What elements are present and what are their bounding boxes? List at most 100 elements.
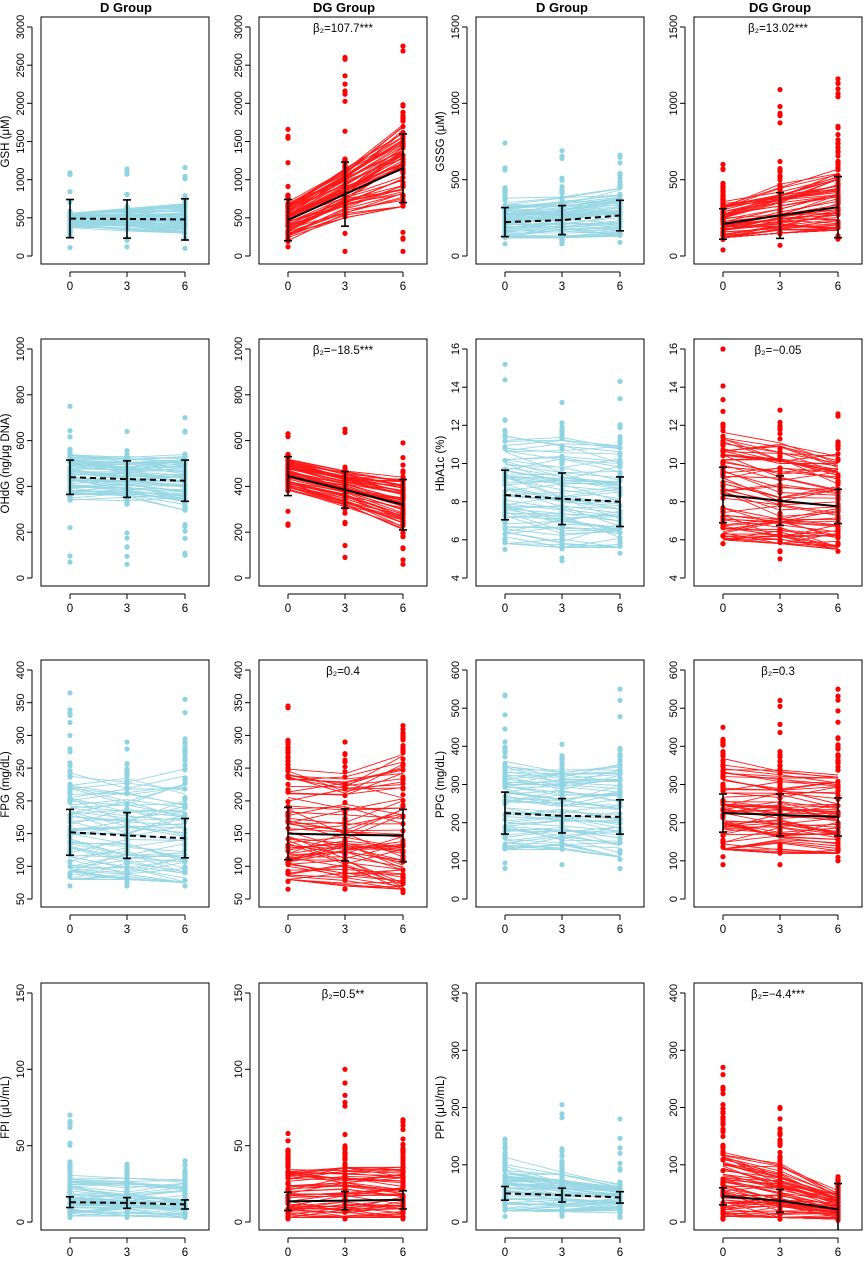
data-point (67, 434, 72, 439)
data-point-min (342, 555, 347, 560)
data-point (720, 186, 725, 191)
data-point (400, 785, 405, 790)
data-point (617, 714, 622, 719)
data-point (777, 527, 782, 532)
data-point (124, 545, 129, 550)
data-point-max (182, 1158, 187, 1163)
data-point (720, 1149, 725, 1154)
data-point (400, 792, 405, 797)
data-point (285, 754, 290, 759)
x-tick-label: 6 (182, 603, 188, 615)
data-point-max (777, 408, 782, 413)
data-point (182, 878, 187, 883)
data-point (342, 800, 347, 805)
data-point-min (285, 244, 290, 249)
y-tick-label: 3000 (15, 15, 27, 39)
data-point (342, 129, 347, 134)
data-point-min (182, 1215, 187, 1220)
data-point-min (559, 241, 564, 246)
data-point (617, 1151, 622, 1156)
data-point (124, 806, 129, 811)
x-tick-label: 0 (67, 1247, 73, 1259)
data-point (720, 1087, 725, 1092)
y-tick-label: 100 (15, 1060, 27, 1078)
panel-content (501, 140, 624, 246)
data-point-min (285, 523, 290, 528)
y-tick-label: 8 (668, 499, 680, 505)
y-tick-label: 200 (233, 523, 245, 541)
panel-content (284, 1067, 407, 1222)
data-point (502, 192, 507, 197)
data-point (777, 764, 782, 769)
x-tick-label: 0 (67, 603, 73, 615)
beta-annotation: β₂=107.7*** (313, 23, 374, 35)
data-point (342, 877, 347, 882)
data-point-min (285, 887, 290, 892)
y-tick-label: 2000 (233, 91, 245, 115)
y-tick-label: 0 (15, 253, 27, 259)
data-point-max (617, 379, 622, 384)
data-point (342, 82, 347, 87)
data-point-min (835, 858, 840, 863)
data-point (835, 535, 840, 540)
data-point (559, 190, 564, 195)
data-point (400, 1149, 405, 1154)
data-point (720, 770, 725, 775)
data-point (67, 498, 72, 503)
data-point (67, 760, 72, 765)
data-point (124, 530, 129, 535)
data-point (559, 841, 564, 846)
data-point (400, 1158, 405, 1163)
data-point (285, 782, 290, 787)
y-tick-label: 400 (450, 984, 462, 1002)
data-point (559, 533, 564, 538)
data-point (400, 230, 405, 235)
y-tick-label: 200 (450, 814, 462, 832)
data-point (720, 775, 725, 780)
y-tick-label: 1000 (15, 337, 27, 361)
data-point (342, 1181, 347, 1186)
y-tick-label: 800 (15, 386, 27, 404)
data-point (502, 446, 507, 451)
x-tick-label: 0 (720, 924, 726, 936)
data-point (67, 189, 72, 194)
data-point (67, 428, 72, 433)
beta-annotation: β₂=−4.4*** (751, 989, 805, 1001)
data-point (720, 442, 725, 447)
data-point (67, 746, 72, 751)
y-tick-label: 14 (450, 381, 462, 393)
data-point-max (720, 346, 725, 351)
data-point (835, 524, 840, 529)
data-point (342, 543, 347, 548)
y-tick-label: 300 (668, 775, 680, 793)
data-point (124, 801, 129, 806)
data-point (342, 157, 347, 162)
data-point (835, 742, 840, 747)
y-tick-label: 100 (450, 1156, 462, 1174)
data-point (617, 762, 622, 767)
data-point-max (67, 1113, 72, 1118)
data-point (559, 467, 564, 472)
y-tick-label: 10 (668, 457, 680, 469)
y-tick-label: 0 (668, 896, 680, 902)
y-tick-label: 200 (450, 1098, 462, 1116)
data-point (617, 1206, 622, 1211)
x-tick-label: 6 (617, 603, 623, 615)
data-point (67, 790, 72, 795)
data-point-min (67, 883, 72, 888)
data-point-max (124, 166, 129, 171)
y-tick-label: 0 (450, 253, 462, 259)
data-point (124, 787, 129, 792)
data-point (182, 781, 187, 786)
data-point (67, 733, 72, 738)
y-tick-label: 1000 (450, 91, 462, 115)
x-tick-label: 6 (182, 924, 188, 936)
data-point (720, 1134, 725, 1139)
data-point (342, 92, 347, 97)
data-point (617, 160, 622, 165)
x-tick-label: 6 (617, 1247, 623, 1259)
